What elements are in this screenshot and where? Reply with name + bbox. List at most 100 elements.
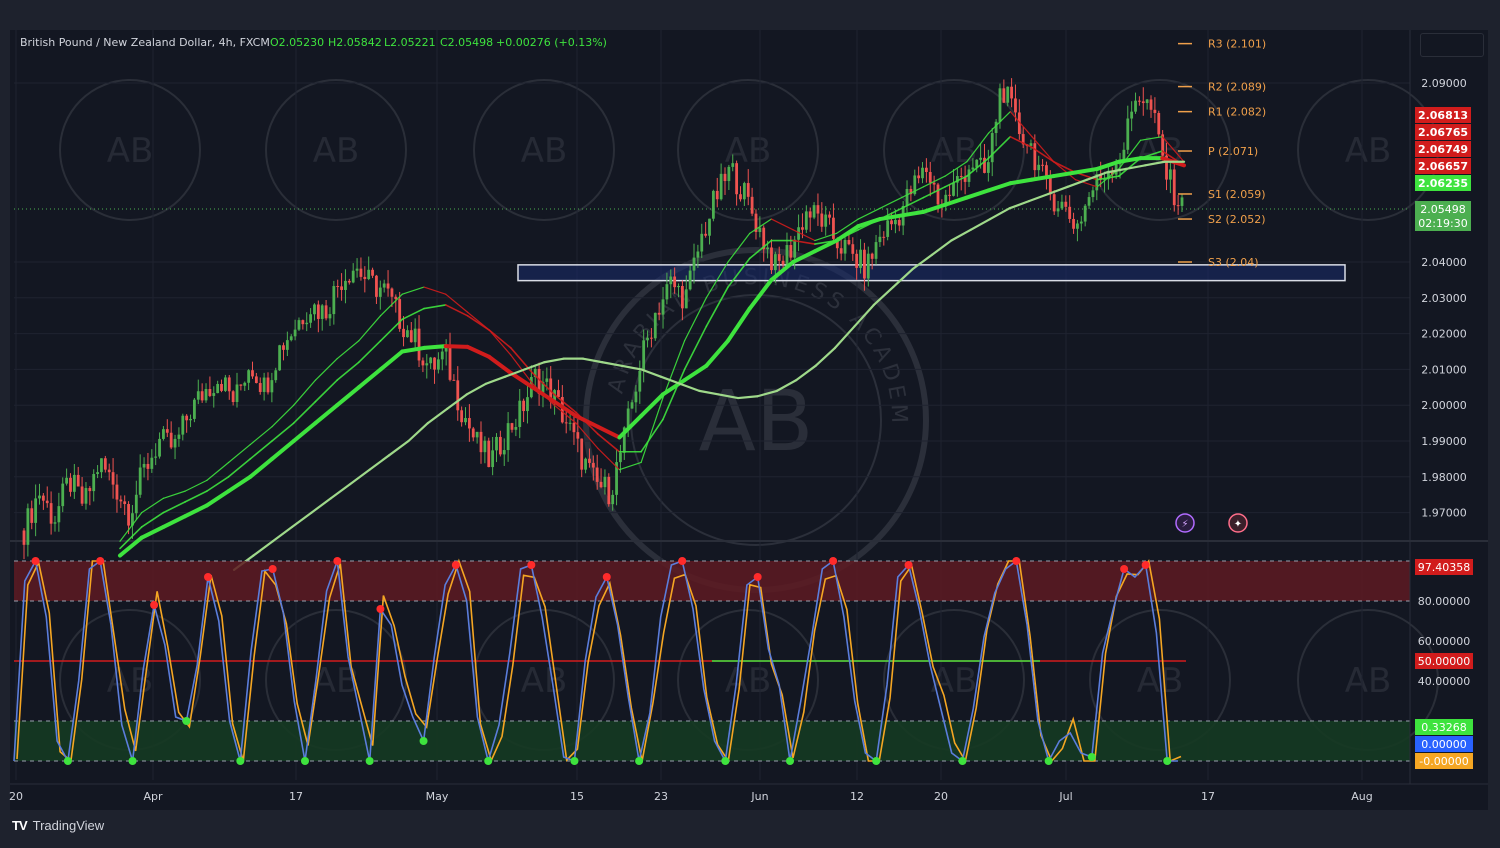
oscillator-tag-label: 0.00000 [1421, 738, 1467, 751]
candle-body [777, 254, 781, 261]
candle-body [731, 163, 735, 167]
stochastic-peak-dot [904, 561, 913, 569]
candle-body [603, 476, 607, 488]
candle-body [251, 370, 254, 377]
candle-body [541, 381, 545, 394]
candle-body [932, 182, 936, 185]
candle-body [832, 217, 835, 239]
candle-body [1017, 112, 1021, 135]
candle-body [193, 399, 196, 419]
moving-average-segment [530, 385, 557, 404]
moving-average-segment [422, 344, 448, 350]
candle-body [1130, 111, 1134, 119]
chart-toolbox[interactable] [1420, 33, 1484, 57]
candle-body [417, 328, 421, 361]
candle-body [297, 320, 301, 330]
candle-body [878, 236, 882, 243]
pivot-level-label: S2 (2.052) [1208, 213, 1266, 226]
candle-body [770, 247, 773, 271]
candle-body [638, 370, 642, 392]
candle-body [584, 458, 587, 470]
moving-average-segment [423, 304, 447, 310]
candle-body [661, 299, 665, 315]
tradingview-logo[interactable]: TV TradingView [12, 818, 104, 833]
moving-average-segment [466, 314, 490, 331]
oscillator-tag-label: 50.00000 [1418, 655, 1471, 668]
candle-body [619, 452, 622, 463]
candle-body [533, 368, 537, 378]
candle-body [1134, 100, 1137, 112]
candle-body [460, 410, 464, 423]
candle-body [1048, 177, 1052, 195]
moving-average-segment [726, 306, 752, 343]
candle-body [1010, 86, 1013, 99]
candle-body [444, 345, 448, 352]
moving-average-segment [336, 340, 360, 360]
price-tag-label: 2.06765 [1418, 126, 1468, 139]
candle-body [173, 438, 177, 448]
candle-body [762, 227, 766, 250]
candle-body [1145, 99, 1149, 104]
candle-body [162, 429, 165, 439]
candle-body [34, 498, 38, 523]
candle-body [839, 248, 843, 254]
price-axis-tick: 1.97000 [1421, 507, 1467, 520]
moving-average-segment [640, 397, 664, 464]
candle-body [324, 305, 328, 319]
moving-average-segment [488, 329, 512, 356]
candle-body [909, 188, 913, 195]
moving-average-segment [1095, 159, 1121, 171]
moving-average-segment [922, 186, 946, 199]
candle-body [316, 304, 320, 319]
candle-body [758, 227, 762, 233]
candle-body [1056, 208, 1060, 212]
moving-average-segment [206, 475, 230, 492]
moving-average-segment [162, 501, 186, 514]
candle-body [905, 188, 909, 206]
candle-body [599, 481, 603, 488]
candle-body [1021, 134, 1025, 145]
candle-body [1033, 143, 1037, 171]
moving-average-segment [313, 403, 340, 426]
moving-average-segment [575, 422, 599, 449]
candle-body [510, 423, 514, 430]
candle-body [684, 289, 688, 309]
stochastic-trough-dot [365, 757, 374, 765]
candle-body [568, 422, 572, 424]
candle-body [553, 390, 556, 402]
moving-average-segment [595, 424, 622, 440]
candle-body [855, 253, 859, 268]
moving-average-segment [944, 175, 968, 188]
candle-body [742, 183, 746, 200]
candle-body [502, 450, 506, 455]
candle-body [448, 345, 452, 380]
time-axis-tick: Jul [1058, 790, 1072, 803]
candle-body [793, 239, 797, 258]
moving-average-segment [249, 440, 273, 460]
candle-body [967, 169, 971, 182]
price-axis-tick: 1.98000 [1421, 471, 1467, 484]
candle-body [913, 175, 917, 195]
stochastic-peak-dot [829, 557, 838, 565]
oscillator-pane [13, 557, 1410, 765]
moving-average-segment [446, 393, 468, 410]
moving-average-segment [1116, 156, 1143, 164]
pivot-level-label: S1 (2.059) [1208, 188, 1266, 201]
watermark-seal-monogram: AB [725, 661, 772, 701]
grid-layer [10, 30, 1488, 780]
candle-body [479, 431, 483, 453]
moving-average-segment [184, 490, 208, 503]
moving-average-segment [368, 454, 391, 471]
candle-body [723, 173, 727, 182]
brand-name: TradingView [32, 818, 105, 833]
candle-body [506, 423, 510, 451]
candle-body [557, 390, 560, 397]
moving-average-segment [1053, 161, 1077, 181]
moving-average-segment [853, 303, 875, 328]
moving-average-segment [969, 217, 992, 231]
candle-body [220, 383, 223, 391]
candle-body [711, 190, 715, 219]
stochastic-trough-dot [236, 757, 245, 765]
